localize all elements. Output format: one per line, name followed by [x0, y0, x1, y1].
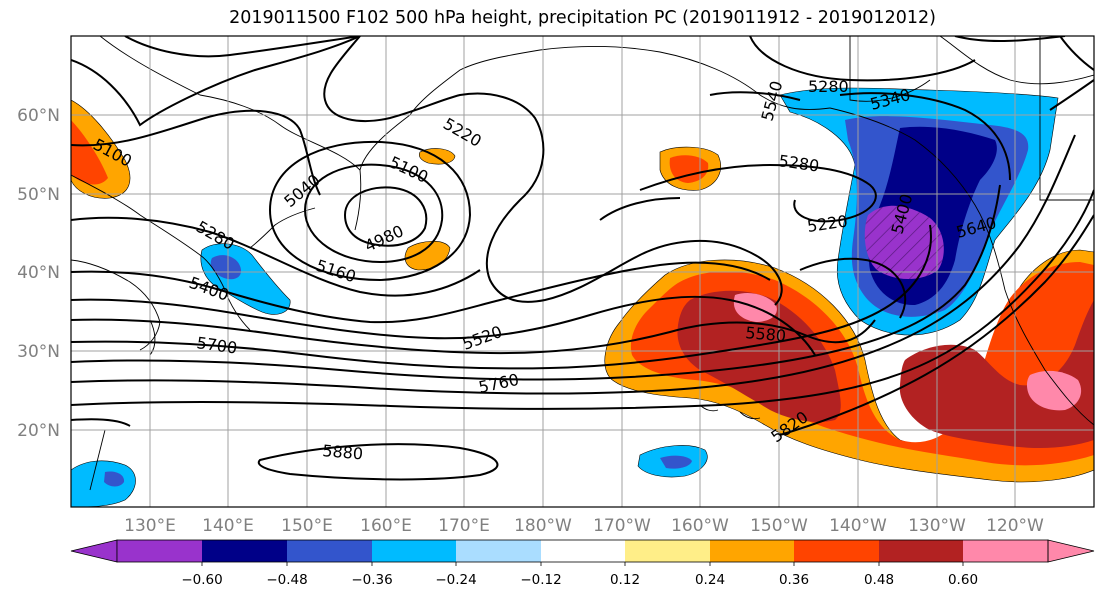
latitude-labels: 60°N 50°N 40°N 30°N 20°N [17, 106, 60, 441]
lon-label-130w: 130°W [908, 516, 966, 536]
colorbar-tick-label: −0.12 [520, 572, 561, 588]
positive-anomaly-shading [71, 99, 1094, 483]
height-contours [71, 36, 1094, 481]
colorbar-segment [541, 540, 625, 562]
lat-label-30n: 30°N [17, 342, 60, 362]
lon-label-140w: 140°W [829, 516, 887, 536]
colorbar-segment [710, 540, 794, 562]
colorbar-segment [372, 540, 456, 562]
colorbar-tick-label: 0.24 [695, 572, 725, 588]
map-area: 5100 5220 5100 5040 4980 5160 5280 5400 … [71, 36, 1094, 507]
contour-label-5880: 5880 [322, 441, 364, 463]
lon-label-170w: 170°W [593, 516, 651, 536]
lon-label-140e: 140°E [202, 516, 254, 536]
colorbar-tick-label: −0.48 [266, 572, 307, 588]
longitude-labels: 130°E 140°E 150°E 160°E 170°E 180°W 170°… [124, 516, 1044, 536]
graticule [71, 36, 1094, 507]
negative-anomaly-shading [71, 87, 1059, 507]
lon-label-130e: 130°E [124, 516, 176, 536]
colorbar-segment [879, 540, 963, 562]
colorbar-tick-label: 0.60 [948, 572, 978, 588]
chart-title: 2019011500 F102 500 hPa height, precipit… [229, 8, 936, 28]
lat-label-20n: 20°N [17, 421, 60, 441]
colorbar: −0.60 −0.48 −0.36 −0.24 −0.12 0.12 0.24 … [70, 539, 1095, 588]
contour-label-5280-north: 5280 [808, 77, 849, 96]
lon-label-160w: 160°W [671, 516, 729, 536]
colorbar-extend-low [70, 539, 118, 563]
lat-label-60n: 60°N [17, 106, 60, 126]
colorbar-segment [287, 540, 372, 562]
lon-label-150e: 150°E [281, 516, 333, 536]
contour-label-5580: 5580 [745, 323, 787, 345]
colorbar-segment [117, 540, 202, 562]
colorbar-segment [202, 540, 287, 562]
colorbar-segment [963, 540, 1048, 562]
coastlines [71, 36, 1094, 491]
colorbar-tick-label: −0.24 [435, 572, 476, 588]
colorbar-tick-label: 0.48 [864, 572, 894, 588]
lon-label-170e: 170°E [438, 516, 490, 536]
colorbar-tick-label: 0.36 [779, 572, 809, 588]
map-frame [70, 35, 1095, 508]
lon-label-180w: 180°W [514, 516, 572, 536]
colorbar-segment [794, 540, 879, 562]
lon-label-120w: 120°W [986, 516, 1044, 536]
colorbar-segment [625, 540, 710, 562]
lon-label-160e: 160°E [360, 516, 412, 536]
lat-label-40n: 40°N [17, 263, 60, 283]
colorbar-extend-high [1047, 539, 1095, 563]
colorbar-segment [456, 540, 541, 562]
colorbar-tick-label: 0.12 [610, 572, 640, 588]
colorbar-tick-label: −0.36 [351, 572, 392, 588]
lat-label-50n: 50°N [17, 185, 60, 205]
lon-label-150w: 150°W [750, 516, 808, 536]
colorbar-tick-label: −0.60 [181, 572, 222, 588]
